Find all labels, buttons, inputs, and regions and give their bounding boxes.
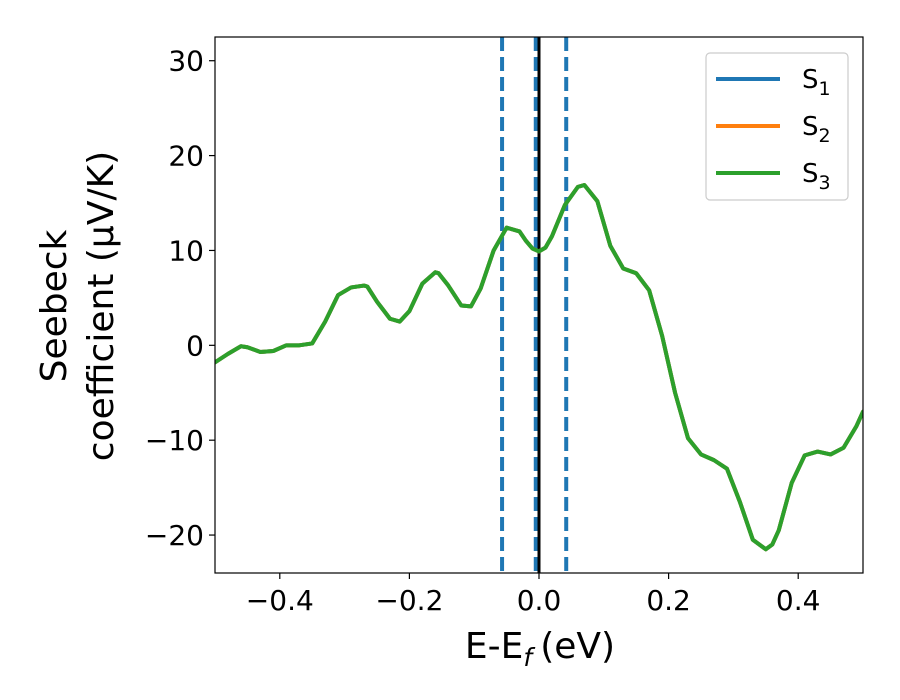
- legend-label-main: S: [802, 112, 819, 142]
- series-line-s3: [215, 182, 863, 552]
- y-tick-label-3: 10: [168, 234, 204, 267]
- y-tick-label-5: 30: [168, 45, 204, 78]
- x-tick-label-4: 0.4: [776, 584, 821, 617]
- x-axis-label: E-Ef (eV): [465, 626, 615, 672]
- legend-label-main: S: [802, 65, 819, 95]
- x-axis-label-unit: (eV): [540, 626, 615, 667]
- legend-label-sub: 2: [819, 125, 831, 147]
- y-tick-label-1: −10: [145, 424, 204, 457]
- legend-label-s2: S2: [802, 112, 831, 147]
- y-tick-label-2: 0: [186, 329, 204, 362]
- y-tick-label-4: 20: [168, 140, 204, 173]
- legend-label-sub: 1: [819, 78, 831, 100]
- legend-label-sub: 3: [819, 172, 831, 194]
- x-tick-label-0: −0.4: [246, 584, 314, 617]
- legend-label-s3: S3: [802, 159, 831, 194]
- legend-label-main: S: [802, 159, 819, 189]
- tick-layer: −0.4 −0.2 0.0 0.2 0.4 −20 −10 0 10 20 30: [145, 45, 821, 617]
- x-tick-label-3: 0.2: [646, 584, 691, 617]
- plot-inner: [215, 37, 863, 573]
- y-axis-label-line2: coefficient (μV/K): [81, 151, 122, 461]
- y-axis-label-line1: Seebeck: [34, 229, 75, 382]
- x-axis-label-main: E-E: [465, 626, 523, 667]
- x-tick-label-2: 0.0: [517, 584, 562, 617]
- legend-label-s1: S1: [802, 65, 831, 100]
- y-tick-label-0: −20: [145, 519, 204, 552]
- x-tick-label-1: −0.2: [375, 584, 443, 617]
